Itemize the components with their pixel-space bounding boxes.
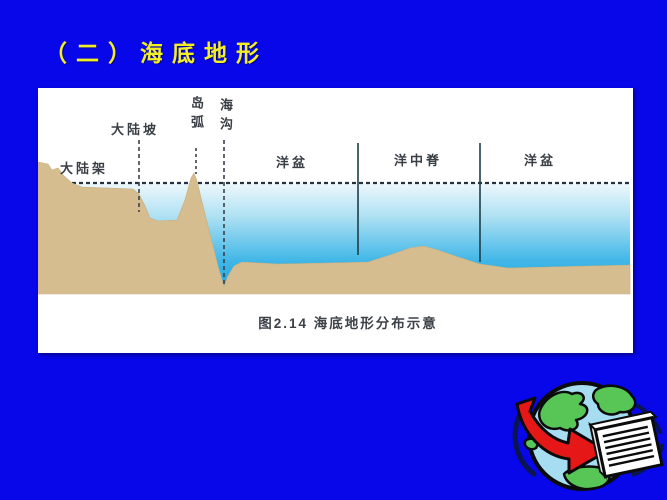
- label-mid-ocean-ridge: 洋中脊: [394, 153, 443, 168]
- swoosh-left: [512, 411, 537, 477]
- seafloor-cross-section: [38, 140, 631, 295]
- slide-title: （二）海底地形: [44, 40, 268, 66]
- label-ocean-basin-left: 洋盆: [276, 155, 309, 170]
- figure-caption: 图2.14 海底地形分布示意: [258, 316, 438, 331]
- label-continental-shelf: 大陆架: [60, 161, 109, 176]
- label-trench: 海沟: [218, 98, 233, 136]
- document-icon: [588, 410, 664, 480]
- label-ocean-basin-right: 洋盆: [524, 153, 557, 168]
- seafloor-topography-figure: 大陆架 大陆坡 岛弧 海沟 洋盆 洋中脊 洋盆 图2.14 海底地形分布示意: [38, 88, 633, 353]
- globe-document-icon[interactable]: [510, 374, 664, 498]
- label-island-arc: 岛弧: [189, 96, 204, 134]
- label-continental-slope: 大陆坡: [111, 122, 160, 137]
- seafloor-terrain: [38, 161, 631, 295]
